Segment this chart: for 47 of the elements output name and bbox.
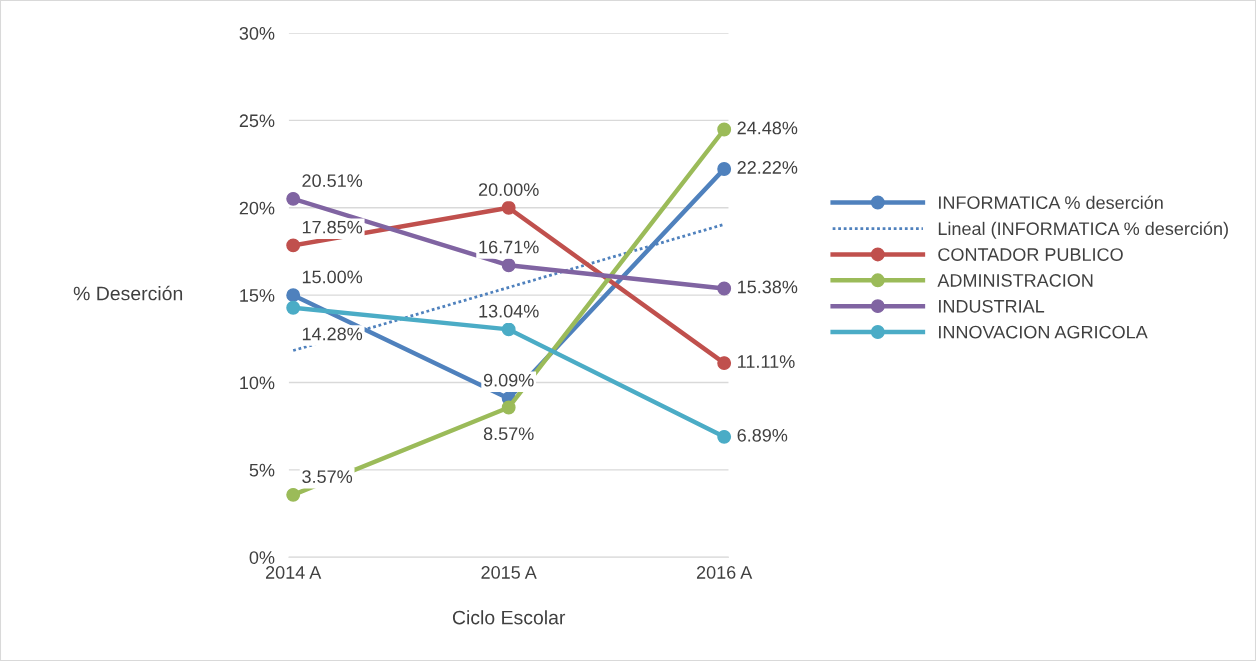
legend-label: INDUSTRIAL [939, 299, 1045, 313]
point [286, 487, 301, 502]
point [286, 300, 301, 315]
point [286, 238, 301, 253]
x-tick-label: 2016 A [696, 566, 753, 579]
data-label: 20.51% [302, 174, 363, 188]
point [717, 429, 732, 444]
y-axis-title: % Deserción [73, 285, 183, 301]
data-label: 14.28% [302, 327, 363, 341]
y-tick-label: 0% [249, 551, 275, 564]
legend-label: CONTADOR PUBLICO [938, 248, 1123, 261]
x-tick-label: 2014 A [265, 566, 322, 579]
y-tick-label: 15% [240, 289, 275, 302]
point [717, 281, 732, 296]
data-label: 22.22% [737, 161, 798, 174]
y-tick-label: 20% [239, 201, 275, 215]
data-label: 24.48% [737, 121, 798, 135]
data-label: 15.38% [738, 280, 798, 294]
data-label: 16.71% [479, 240, 539, 254]
x-tick-label: 2015 A [481, 566, 537, 579]
data-label: 20.00% [478, 183, 539, 196]
data-label: 3.57% [302, 470, 353, 484]
data-label: 11.11% [738, 355, 795, 368]
data-label: 9.09% [483, 373, 534, 387]
y-tick-label: 10% [240, 376, 275, 390]
data-label: 17.85% [302, 220, 363, 234]
point [501, 200, 516, 215]
legend-label: INNOVACION AGRICOLA [939, 325, 1148, 339]
data-label: 13.04% [479, 304, 539, 318]
legend-label: INFORMATICA % deserción [939, 195, 1163, 210]
point [501, 322, 516, 337]
point [717, 356, 732, 371]
x-axis-title: Ciclo Escolar [452, 610, 566, 625]
point [717, 122, 732, 137]
legend-label: Lineal (INFORMATICA % deserción) [938, 221, 1228, 239]
point [501, 400, 516, 415]
point [286, 191, 301, 206]
point [286, 288, 301, 303]
y-tick-label: 25% [239, 114, 275, 128]
data-label: 15.00% [302, 270, 363, 284]
legend-label: ADMINISTRACION [937, 274, 1093, 287]
data-label: 6.89% [737, 428, 788, 442]
point [717, 162, 732, 176]
point [501, 258, 516, 273]
y-tick-label: 5% [249, 463, 275, 477]
data-label: 8.57% [483, 427, 534, 441]
y-tick-label: 30% [239, 26, 275, 40]
